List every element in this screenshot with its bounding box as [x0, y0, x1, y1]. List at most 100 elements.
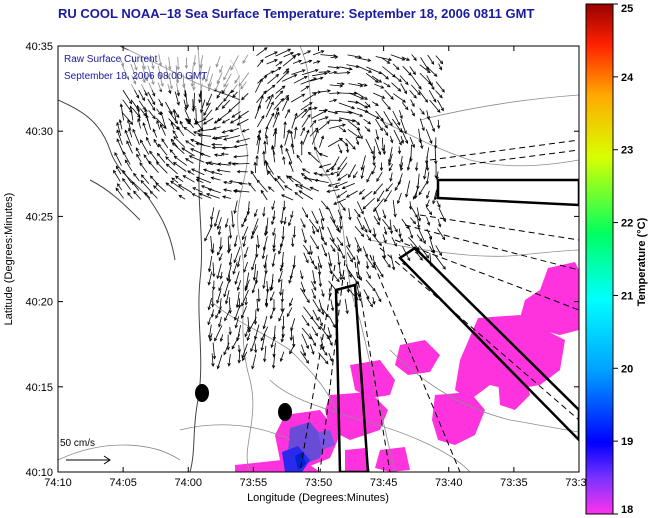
current-vector-head [290, 52, 295, 56]
current-vector [232, 91, 238, 98]
current-vector [282, 55, 296, 67]
current-vector [237, 118, 249, 126]
current-vector [385, 183, 394, 192]
legend-line-2: September 18, 2006 08:00 GMT [64, 71, 207, 82]
current-vector [185, 140, 195, 147]
current-vector [199, 193, 212, 199]
current-vector-head [342, 123, 346, 127]
current-vector [290, 130, 294, 148]
current-vector-head [275, 73, 280, 78]
current-vector-head [289, 130, 294, 134]
current-vector-head [143, 154, 147, 158]
current-vector-head [283, 185, 288, 189]
current-vector [362, 197, 375, 210]
current-vector [141, 174, 150, 185]
current-vector [364, 110, 380, 119]
y-axis: 40:10 40:15 40:20 40:25 40:30 40:35 [25, 41, 579, 479]
current-vector [409, 136, 415, 148]
current-vector-head [172, 108, 177, 113]
current-vector-head [313, 106, 318, 111]
current-vector-head [292, 343, 296, 348]
current-vector [274, 90, 283, 100]
current-vector-head [139, 162, 143, 166]
current-vector-head [237, 304, 242, 309]
current-vector-head [214, 337, 218, 342]
current-vector-head [115, 187, 119, 192]
current-vector-head [216, 225, 221, 230]
current-vector-head [185, 118, 190, 122]
current-vector-head [326, 120, 330, 125]
current-vector [218, 253, 223, 261]
current-vector-head [309, 186, 314, 190]
current-vector [288, 175, 301, 184]
current-vector-head [137, 114, 141, 119]
current-vector [122, 151, 131, 165]
current-vector-head [336, 278, 340, 283]
current-vector [257, 59, 264, 68]
current-vector [260, 326, 269, 341]
current-vector [383, 128, 389, 136]
current-vector-head [216, 168, 221, 173]
current-vector-head [263, 232, 268, 237]
current-vector [354, 57, 371, 62]
current-vector-head [149, 175, 154, 180]
current-vector-head [216, 365, 220, 370]
legend-box [62, 50, 252, 90]
current-vector-head [264, 159, 268, 164]
current-vector-head [294, 112, 298, 117]
current-vector [374, 207, 381, 221]
current-vector [336, 83, 345, 85]
current-vector [329, 84, 343, 87]
current-vector [319, 163, 332, 168]
current-vector [192, 99, 194, 112]
current-vector [128, 128, 133, 138]
sst-layer [235, 262, 579, 472]
current-vector-head [293, 74, 298, 78]
current-vector-head [173, 155, 178, 160]
current-vector [400, 127, 408, 144]
current-vector-head [270, 70, 275, 74]
current-vector-head [256, 308, 260, 313]
colorbar-ticks: 18 19 20 21 22 23 24 25 [613, 3, 634, 516]
current-vector-head [211, 363, 215, 367]
current-vector [411, 54, 417, 61]
current-vector [210, 235, 213, 253]
current-vector [282, 95, 289, 102]
current-vector [288, 272, 293, 284]
current-vector [220, 271, 223, 279]
current-vector-head [315, 228, 320, 233]
current-vector [428, 117, 435, 132]
current-vector-head [403, 130, 407, 135]
current-vector-head [272, 232, 276, 237]
current-vector [301, 207, 308, 218]
current-vector [429, 99, 441, 113]
current-vector-head [345, 149, 350, 154]
current-vector-head [286, 129, 291, 133]
current-vector-head [315, 129, 319, 134]
current-vector [273, 342, 276, 357]
current-vector [337, 244, 345, 259]
current-vector-head [358, 298, 362, 302]
current-vector-head [155, 182, 159, 186]
current-vector-head [323, 71, 328, 76]
current-vector-head [424, 99, 429, 103]
current-vector [300, 127, 305, 137]
current-vector-head [433, 145, 438, 149]
current-vector-head [317, 326, 322, 330]
current-vector-head [360, 210, 364, 215]
current-vector-head [304, 214, 309, 219]
current-vector [186, 118, 194, 128]
current-vector [328, 316, 336, 328]
current-vector [419, 72, 432, 85]
current-vector-head [432, 200, 436, 205]
x-tick-label: 73:45 [370, 477, 398, 489]
current-vector [185, 90, 188, 108]
current-vector-head [191, 193, 196, 197]
current-vector [179, 121, 184, 128]
current-vector-head [388, 162, 392, 167]
current-vector [196, 176, 212, 184]
current-vector-head [298, 59, 303, 63]
current-vector [217, 217, 222, 230]
current-vector-head [168, 90, 172, 95]
current-vector [319, 306, 329, 318]
